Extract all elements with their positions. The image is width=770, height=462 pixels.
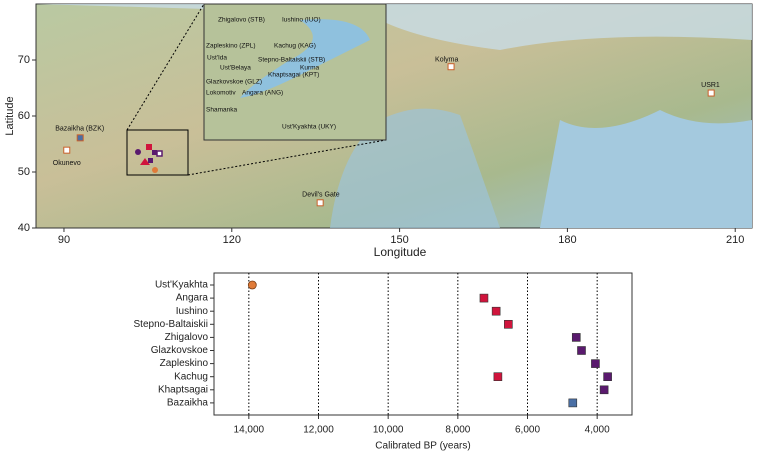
x-tick-label: 180 [558,234,576,246]
map-panel: Zhigalovo (STB) Iushino (IUO) Zapleskino (… [4,3,753,259]
site-marker [63,146,71,154]
y-tick-label: Zhigalovo [165,332,209,343]
dot [479,293,489,303]
y-tick-label: Stepno-Baltaiskii [134,319,208,330]
y-tick-label: Angara [176,293,209,304]
inset-label: Stepno-Baltaiskii (STB) [258,57,325,64]
plot-area [213,272,633,416]
x-tick-label: 90 [58,234,70,246]
dot [577,346,586,355]
inset-label: Iushino (IUO) [282,17,321,24]
y-tick-label: 70 [18,54,30,66]
dot [493,372,503,382]
y-tick-label: Kachug [174,371,208,382]
x-tick-label: 6,000 [515,425,540,436]
x-tick-label: 210 [726,234,744,246]
inset-label: Zapleskino (ZPL) [206,43,256,50]
bering-sea [540,110,752,228]
site-marker [76,134,84,142]
dot-panel: Calibrated BP (years) 14,000 12,000 10,000… [134,272,633,452]
y-tick-label: Khaptsagai [158,384,208,395]
dot [571,333,581,342]
site-marker [447,63,455,71]
site-label: USR1 [701,82,720,89]
inset-label: Ust'Kyakhta (UKY) [282,124,336,131]
y-tick-label: Zapleskino [160,358,209,369]
site-label: Devil's Gate [302,192,340,199]
arctic-ocean [36,4,752,50]
x-axis-label: Calibrated BP (years) [375,441,470,452]
x-tick-label: 120 [223,234,241,246]
inset-label: Lokomotiv [206,90,236,97]
dot [491,306,501,316]
y-axis-label: Latitude [4,96,16,135]
inset-box [126,129,189,176]
y-tick-label: Glazkovskoe [151,345,209,356]
cluster-markers [135,144,163,173]
y-tick-label: 60 [18,110,30,122]
dot [599,385,609,395]
y-tick-label: 50 [18,166,30,178]
inset-label: Ust'Belaya [220,65,251,72]
site-marker [707,89,715,97]
x-tick-label: 4,000 [585,425,610,436]
inset-label: Ust'Ida [207,55,227,62]
dot [591,359,600,368]
y-tick-label: Ust'Kyakhta [155,280,208,291]
inset-label: Zhigalovo (STB) [218,17,265,24]
dot [603,372,612,382]
dot [504,319,513,329]
y-tick-label: 40 [18,222,30,234]
inset-label: Kurma [300,65,320,72]
inset-label: Angara (ANG) [242,90,283,97]
x-tick-label: 14,000 [234,425,265,436]
dot [247,280,257,290]
site-label: Okunevo [53,160,81,167]
x-tick-label: 10,000 [373,425,404,436]
site-marker [316,199,324,207]
lake-baikal [240,19,370,99]
x-tick-label: 8,000 [445,425,470,436]
inset-label: Shamanka [206,107,237,114]
dot [568,398,578,408]
site-label: Bazaikha (BZK) [55,126,104,133]
site-label: Kolyma [435,57,458,64]
y-tick-label: Bazaikha [167,398,209,409]
inset-label: Glazkovskoe (GLZ) [206,79,262,86]
x-tick-label: 150 [390,234,408,246]
inset-connector [126,3,205,131]
x-axis-label: Longitude [374,245,427,259]
x-tick-label: 12,000 [303,425,334,436]
y-tick-label: Iushino [176,306,209,317]
inset-labels: Zhigalovo (STB) Iushino (IUO) Zapleskino (… [206,17,336,131]
inset-label: Khaptsagai (KPT) [268,72,319,79]
inset-connector [187,139,387,176]
inset-label: Kachug (KAG) [274,43,316,50]
